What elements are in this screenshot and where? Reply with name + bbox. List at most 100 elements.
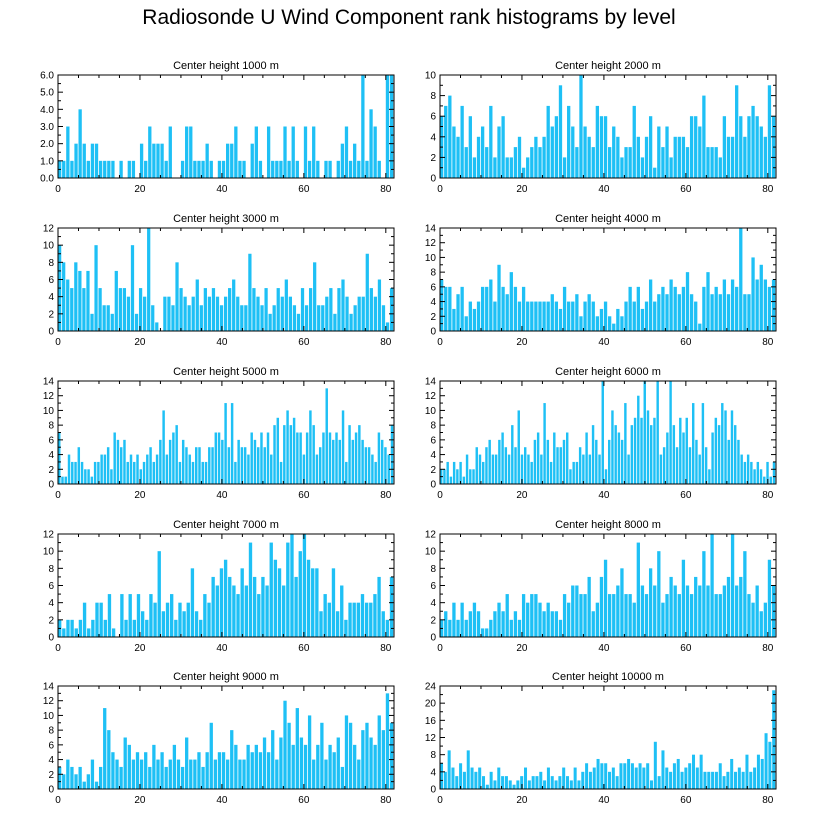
histogram-bar [208, 447, 211, 484]
histogram-bar [756, 754, 760, 789]
histogram-bar [509, 272, 513, 331]
y-tick-label: 8 [48, 421, 54, 432]
histogram-bar [521, 167, 526, 178]
histogram-bar [581, 771, 585, 789]
histogram-bar [743, 551, 747, 637]
histogram-bar [230, 143, 234, 178]
histogram-bar [676, 758, 680, 789]
histogram-bar [517, 619, 522, 637]
y-tick-label: 10 [425, 547, 437, 558]
histogram-bar [462, 771, 466, 789]
histogram-bar [66, 126, 70, 178]
histogram-bar [444, 611, 448, 637]
histogram-bar [722, 776, 726, 790]
histogram-bar [747, 594, 751, 637]
histogram-bar [305, 432, 309, 484]
histogram-bar [669, 576, 673, 637]
histogram-bar [513, 611, 518, 637]
histogram-bar [567, 602, 571, 637]
x-tick-label: 80 [762, 643, 774, 654]
histogram-bar [131, 759, 136, 789]
histogram-bar [258, 160, 263, 178]
y-tick-label: 8 [430, 268, 436, 279]
histogram-bar [252, 576, 257, 637]
histogram-bar [628, 594, 632, 637]
y-tick-label: 6 [48, 275, 54, 286]
histogram-bar [497, 126, 501, 178]
y-tick-label: 12 [43, 224, 55, 235]
histogram-bar [215, 296, 220, 331]
histogram-bar [489, 105, 493, 178]
histogram-bar [185, 447, 188, 484]
histogram-bar [550, 776, 554, 790]
histogram-bar [266, 432, 270, 484]
histogram-bar [71, 461, 74, 484]
histogram-bar [587, 136, 591, 178]
histogram-bar [620, 439, 624, 484]
histogram-bar [526, 301, 530, 331]
histogram-bar [389, 722, 394, 789]
histogram-bar [213, 759, 218, 789]
histogram-bar [195, 279, 199, 331]
histogram-bar [558, 308, 563, 331]
histogram-bar [571, 126, 575, 178]
histogram-bar [665, 294, 669, 331]
histogram-bar [361, 296, 365, 331]
histogram-bar [624, 594, 628, 637]
x-tick-label: 0 [437, 795, 443, 806]
histogram-bar [304, 305, 309, 331]
histogram-bar [456, 294, 460, 331]
histogram-bar [174, 619, 178, 637]
histogram-bar [707, 771, 711, 789]
histogram-bar [290, 534, 294, 637]
x-tick-label: 40 [216, 643, 228, 654]
histogram-bar [603, 116, 608, 178]
histogram-bar [673, 286, 677, 331]
histogram-bar [198, 447, 201, 484]
histogram-bar [265, 585, 269, 637]
histogram-bar [186, 602, 190, 637]
x-tick-label: 0 [55, 337, 61, 348]
histogram-bar [179, 288, 183, 331]
panel-2: Center height 2000 m 0 2 4 6 8 10 0 20 40 60 80 [425, 60, 777, 195]
histogram-bar [262, 737, 267, 789]
histogram-bar [657, 126, 661, 178]
histogram-bar [160, 143, 164, 178]
histogram-bar [377, 576, 381, 637]
histogram-bar [760, 758, 764, 789]
histogram-bar [291, 744, 295, 789]
histogram-bar [144, 752, 148, 789]
histogram-bar [120, 594, 124, 637]
histogram-bar [485, 447, 488, 484]
histogram-bar [237, 439, 240, 484]
histogram-bar [332, 752, 336, 789]
histogram-bar [250, 143, 254, 178]
histogram-bar [338, 439, 341, 484]
histogram-bar [575, 461, 579, 484]
histogram-bar [640, 308, 645, 331]
histogram-bar [335, 432, 338, 484]
histogram-bar [462, 476, 466, 484]
histogram-bar [152, 461, 156, 484]
y-tick-label: 8 [430, 91, 436, 102]
histogram-bar [221, 752, 226, 789]
y-tick-label: 3.0 [40, 122, 54, 133]
histogram-bar [677, 294, 681, 331]
histogram-bar [680, 771, 684, 789]
histogram-bar [178, 602, 182, 637]
histogram-bar [263, 447, 266, 484]
histogram-bar [767, 286, 772, 331]
histogram-bar [303, 744, 308, 789]
histogram-bar [248, 542, 253, 637]
histogram-bar [155, 454, 159, 484]
histogram-bar [508, 780, 512, 789]
histogram-bar [575, 585, 579, 637]
histogram-bar [566, 432, 569, 484]
histogram-bar [714, 771, 718, 789]
histogram-bar [449, 476, 453, 484]
y-tick-label: 8 [48, 258, 54, 269]
histogram-bar [608, 439, 611, 484]
histogram-bar [373, 744, 377, 789]
histogram-bar [279, 160, 283, 178]
histogram-bar [381, 611, 385, 637]
